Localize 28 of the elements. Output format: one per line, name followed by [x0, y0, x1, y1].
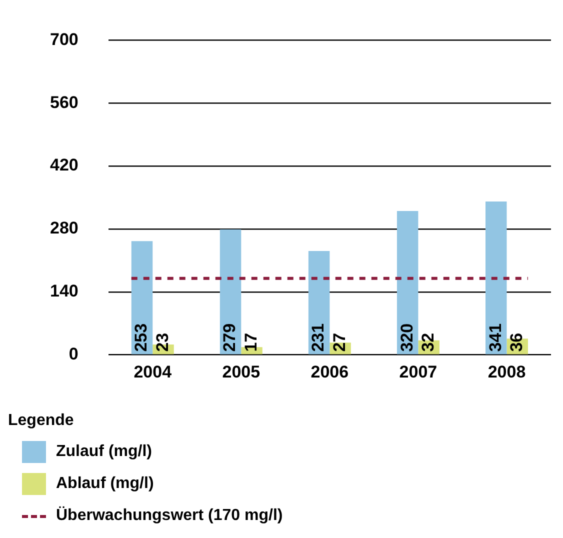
y-tick-label: 0: [68, 344, 78, 364]
y-tick-label: 560: [50, 92, 78, 112]
y-tick-label: 140: [50, 282, 78, 301]
data-label: 231: [308, 323, 328, 352]
data-label: 341: [486, 323, 505, 352]
data-label: 23: [152, 332, 172, 352]
legend-label: Überwachungswert (170 mg/l): [56, 507, 283, 525]
y-tick-label: 280: [50, 218, 78, 238]
x-tick-label: 2005: [222, 362, 260, 382]
data-label: 320: [397, 323, 416, 352]
legend-title: Legende: [8, 412, 75, 430]
bar: [485, 202, 507, 354]
data-label: 253: [132, 323, 151, 352]
x-tick-label: 2008: [488, 362, 526, 382]
y-tick-label: 420: [50, 156, 78, 175]
legend-label: Zulauf (mg/l): [56, 443, 152, 461]
y-tick-label: 700: [50, 30, 78, 49]
data-label: 36: [507, 332, 526, 352]
data-label: 27: [330, 332, 349, 352]
legend-label: Ablauf (mg/l): [56, 475, 154, 493]
bar: [220, 229, 242, 354]
data-label: 32: [418, 332, 438, 352]
data-label: 17: [241, 332, 260, 352]
bar: [396, 210, 418, 354]
x-tick-label: 2006: [310, 362, 349, 382]
x-tick-label: 2007: [399, 362, 438, 382]
x-tick-label: 2004: [134, 362, 172, 382]
data-label: 279: [220, 323, 240, 352]
